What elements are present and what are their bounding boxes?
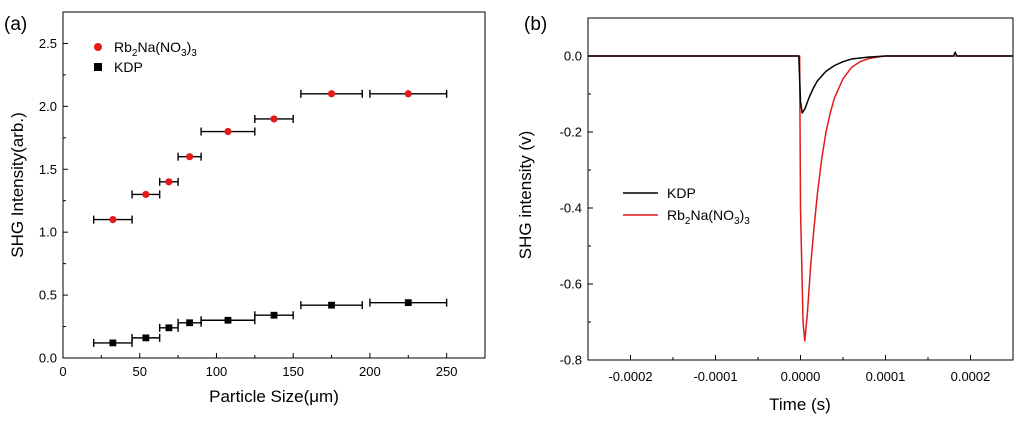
data-point-kdp (186, 319, 193, 327)
y-tick-label: 0.0 (39, 351, 57, 366)
y-tick-label: -0.4 (560, 201, 582, 216)
panel-b-ylabel: SHG intensity (v) (516, 131, 535, 259)
x-tick-label: 0.0002 (951, 369, 991, 384)
data-point-kdp (404, 299, 412, 307)
data-point-rb2na (109, 216, 117, 224)
data-point-rb2na (270, 115, 278, 123)
panel-a-points (109, 90, 412, 347)
panel-a-errorbars (92, 89, 448, 347)
legend-label-kdp-a: KDP (114, 59, 143, 75)
y-tick-label: 2.5 (39, 36, 57, 51)
y-tick-label: -0.8 (560, 353, 582, 368)
legend-label-kdp-b: KDP (667, 185, 696, 201)
data-point-kdp (270, 311, 278, 319)
panel-a-axes: 0 50 100 150 200 250 0.0 0.5 1.0 1.5 2.0 2.5 (39, 36, 458, 379)
x-tick-label: 0 (59, 364, 66, 379)
y-tick-label: -0.6 (560, 277, 582, 292)
panel-b-label: (b) (524, 14, 547, 35)
panel-b-axes: -0.0002 -0.0001 0.0000 0.0001 0.0002 0.0 -0.2 -… (560, 49, 1014, 384)
panel-a: (a) 0 50 100 150 200 250 0.0 0.5 1.0 1.5 2.0 2.5 Pa… (4, 11, 486, 406)
data-point-rb2na (142, 190, 150, 199)
data-point-kdp (142, 334, 150, 342)
y-tick-label: 1.0 (39, 225, 57, 240)
x-tick-label: 0.0001 (866, 369, 906, 384)
legend-marker-kdp-a (94, 63, 102, 71)
legend-label-rb2na-a: Rb2Na(NO3)3 (114, 39, 197, 59)
panel-b-lines (588, 51, 1013, 342)
panel-a-label: (a) (4, 14, 27, 35)
x-tick-label: 100 (206, 364, 228, 379)
data-point-kdp (165, 324, 173, 332)
x-tick-label: 150 (282, 364, 304, 379)
y-tick-label: 0.5 (39, 288, 57, 303)
data-point-kdp (224, 316, 232, 324)
panel-a-ylabel: SHG Intensity(arb.) (8, 112, 27, 258)
x-tick-label: -0.0001 (693, 369, 737, 384)
data-point-kdp (109, 339, 117, 347)
legend-label-rb2na-b: Rb2Na(NO3)3 (667, 207, 750, 227)
y-tick-label: 0.0 (564, 49, 582, 64)
y-tick-label: -0.2 (560, 125, 582, 140)
x-tick-label: 50 (132, 364, 146, 379)
data-point-rb2na (224, 127, 232, 136)
panel-a-frame (62, 11, 486, 359)
panel-a-legend: Rb2Na(NO3)3 KDP (94, 39, 197, 75)
x-tick-label: -0.0002 (608, 369, 652, 384)
x-tick-label: 250 (436, 364, 458, 379)
data-point-rb2na (404, 90, 412, 98)
data-point-rb2na (327, 90, 336, 98)
x-tick-label: 200 (359, 364, 381, 379)
data-point-rb2na (165, 178, 173, 186)
data-point-rb2na (186, 153, 194, 161)
legend-marker-rb2na-a (94, 43, 102, 51)
data-point-kdp (328, 301, 335, 309)
y-tick-label: 1.5 (39, 162, 57, 177)
panel-b: (b) -0.0002 -0.0001 0.0000 0.0001 0.00020.0-… (516, 14, 1014, 414)
panel-a-xlabel: Particle Size(μm) (209, 387, 339, 406)
y-tick-label: 2.0 (39, 99, 57, 114)
panel-b-xlabel: Time (s) (769, 395, 831, 414)
panel-b-legend: KDP Rb2Na(NO3)3 (623, 185, 750, 227)
x-tick-label: 0.0000 (781, 369, 821, 384)
series-line-kdp (588, 51, 1013, 114)
